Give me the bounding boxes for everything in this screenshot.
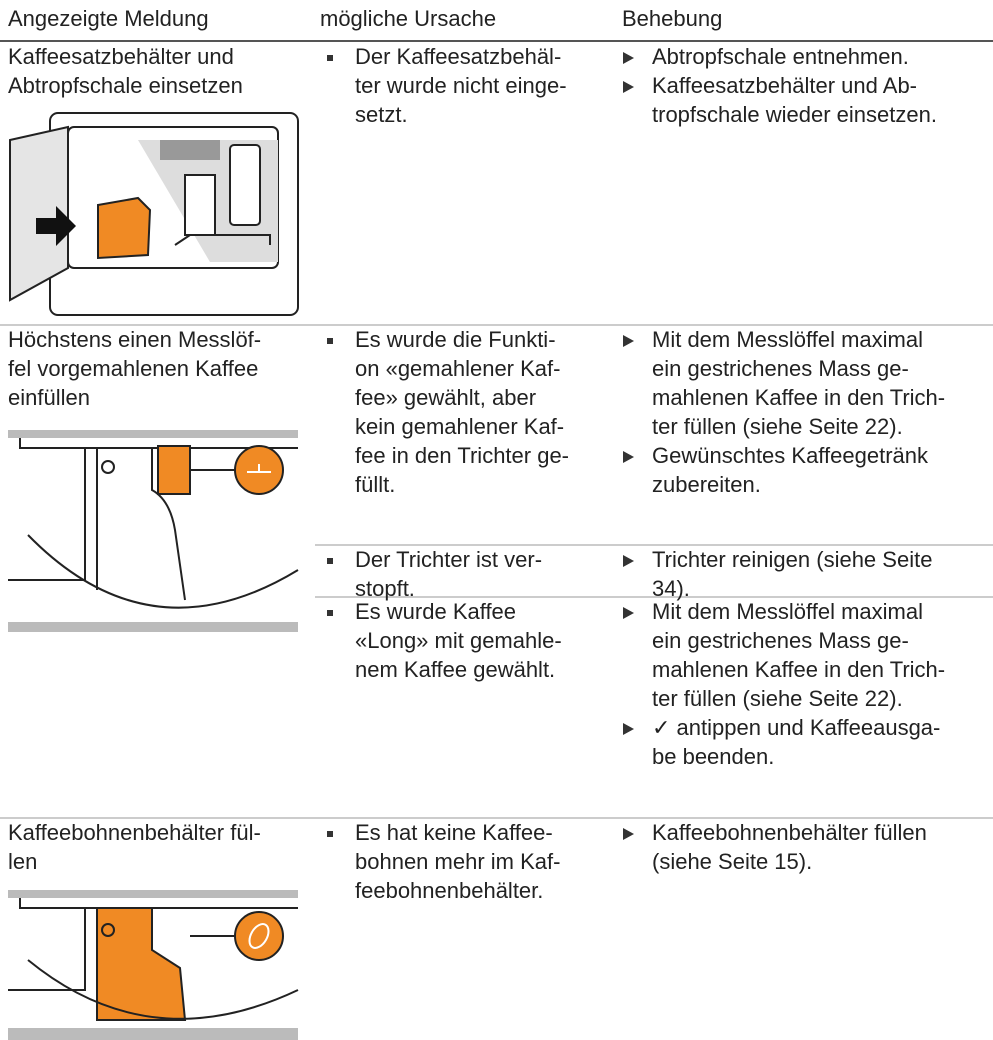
column-header: Angezeigte Meldung <box>8 6 209 31</box>
remedy-line: 34). <box>652 576 690 601</box>
remedy-line: Abtropfschale entnehmen. <box>652 44 909 69</box>
cause-line: «Long» mit gemahle- <box>355 628 562 653</box>
message-line: len <box>8 849 37 874</box>
remedy-line: ter füllen (siehe Seite 22). <box>652 686 903 711</box>
remedy-line: (siehe Seite 15). <box>652 849 812 874</box>
arrow-bullet <box>623 451 634 463</box>
remedy-line: ein gestrichenes Mass ge- <box>652 356 909 381</box>
remedy-line: ein gestrichenes Mass ge- <box>652 628 909 653</box>
cause-line: Der Kaffeesatzbehäl- <box>355 44 561 69</box>
bullet <box>327 558 333 564</box>
bullet <box>327 55 333 61</box>
arrow-bullet <box>623 723 634 735</box>
remedy-line: Kaffeesatzbehälter und Ab- <box>652 73 917 98</box>
arrow-bullet <box>623 52 634 64</box>
cause-line: on «gemahlener Kaf- <box>355 356 560 381</box>
cause-line: fee in den Trichter ge- <box>355 443 569 468</box>
cause-line: nem Kaffee gewählt. <box>355 657 555 682</box>
remedy-line: be beenden. <box>652 744 774 769</box>
illustration-drip-tray <box>9 112 299 316</box>
remedy-line: Kaffeebohnenbehälter füllen <box>652 820 927 845</box>
illustration-funnel <box>8 430 299 632</box>
cause-line: füllt. <box>355 472 395 497</box>
remedy-line: Gewünschtes Kaffeegetränk <box>652 443 929 468</box>
remedy-line: Trichter reinigen (siehe Seite <box>652 547 932 572</box>
message-line: einfüllen <box>8 385 90 410</box>
arrow-bullet <box>623 607 634 619</box>
message-line: Kaffeebohnenbehälter fül- <box>8 820 261 845</box>
bullet <box>327 831 333 837</box>
cause-line: stopft. <box>355 576 415 601</box>
bullet <box>327 338 333 344</box>
cause-line: ter wurde nicht einge- <box>355 73 567 98</box>
column-header: mögliche Ursache <box>320 6 496 31</box>
remedy-line: mahlenen Kaffee in den Trich- <box>652 657 945 682</box>
remedy-line: mahlenen Kaffee in den Trich- <box>652 385 945 410</box>
remedy-line: zubereiten. <box>652 472 761 497</box>
cause-line: Es wurde die Funkti- <box>355 327 556 352</box>
cause-line: Der Trichter ist ver- <box>355 547 542 572</box>
cause-line: setzt. <box>355 102 408 127</box>
message-line: Kaffeesatzbehälter und <box>8 44 234 69</box>
illustration-bean-container <box>8 890 299 1040</box>
remedy-line: Mit dem Messlöffel maximal <box>652 327 923 352</box>
cause-line: Es wurde Kaffee <box>355 599 516 624</box>
remedy-line: ter füllen (siehe Seite 22). <box>652 414 903 439</box>
arrow-bullet <box>623 555 634 567</box>
cause-line: Es hat keine Kaffee- <box>355 820 553 845</box>
arrow-bullet <box>623 335 634 347</box>
message-line: Abtropfschale einsetzen <box>8 73 243 98</box>
remedy-line: tropfschale wieder einsetzen. <box>652 102 937 127</box>
cause-line: kein gemahlener Kaf- <box>355 414 564 439</box>
remedy-line: Mit dem Messlöffel maximal <box>652 599 923 624</box>
cause-line: fee» gewählt, aber <box>355 385 536 410</box>
remedy-line: ✓ antippen und Kaffeeausga- <box>652 715 940 740</box>
column-header: Behebung <box>622 6 722 31</box>
cause-line: feebohnenbehälter. <box>355 878 543 903</box>
message-line: fel vorgemahlenen Kaffee <box>8 356 258 381</box>
bullet <box>327 610 333 616</box>
cause-line: bohnen mehr im Kaf- <box>355 849 560 874</box>
message-line: Höchstens einen Messlöf- <box>8 327 261 352</box>
arrow-bullet <box>623 81 634 93</box>
arrow-bullet <box>623 828 634 840</box>
